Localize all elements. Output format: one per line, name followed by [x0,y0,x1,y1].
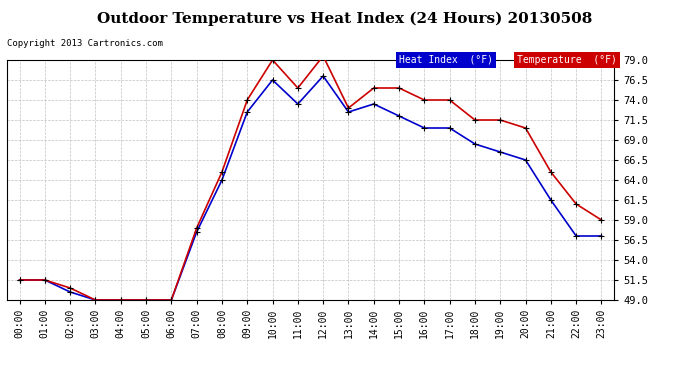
Text: Heat Index  (°F): Heat Index (°F) [399,55,493,65]
Text: Outdoor Temperature vs Heat Index (24 Hours) 20130508: Outdoor Temperature vs Heat Index (24 Ho… [97,11,593,26]
Text: Copyright 2013 Cartronics.com: Copyright 2013 Cartronics.com [7,39,163,48]
Text: Temperature  (°F): Temperature (°F) [517,55,617,65]
